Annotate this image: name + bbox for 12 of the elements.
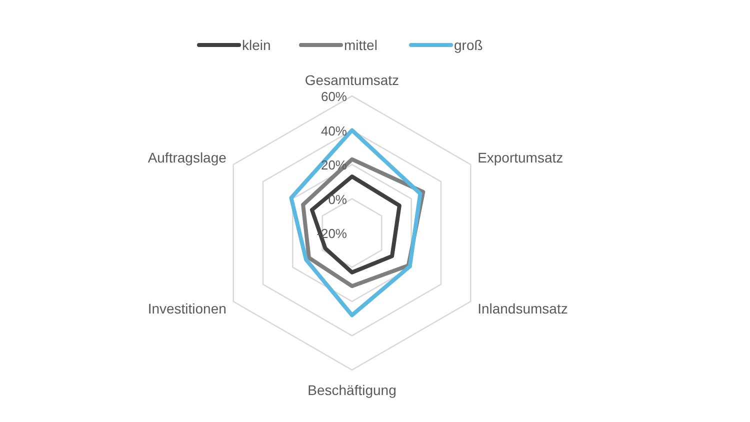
spoke-label: Gesamtumsatz [304,72,400,88]
spoke-label: Inlandsumsatz [478,300,568,316]
legend-label: klein [242,37,271,53]
spoke-label: Beschäftigung [308,382,396,398]
y-tick-label: 60% [320,89,348,104]
spoke-label: Auftragslage [148,150,227,166]
y-tick-label: 40% [320,123,348,138]
legend-label: groß [454,37,483,53]
y-tick-label: 0% [328,192,348,207]
legend-label: mittel [344,37,378,53]
spoke-label: Investitionen [148,300,226,316]
spoke-label: Exportumsatz [478,150,564,166]
